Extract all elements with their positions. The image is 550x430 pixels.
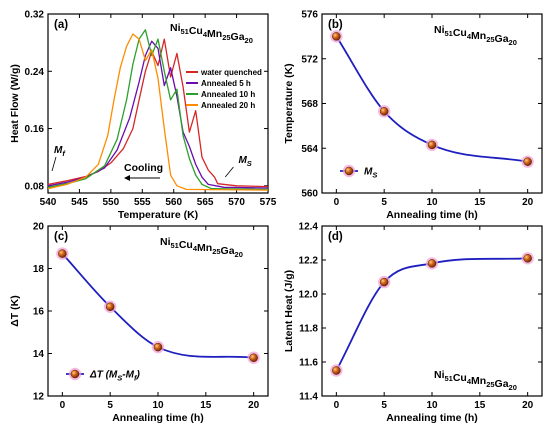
series-line-annealed-20-h — [48, 33, 268, 191]
panel-c-curve — [61, 253, 254, 359]
panel-b-ytick-label: 572 — [301, 54, 318, 65]
panel-b-xtick-label: 20 — [522, 197, 534, 208]
panel-c-point — [153, 342, 163, 352]
panel-b-ytick-label: 564 — [301, 144, 318, 155]
panel-d-label: (d) — [328, 231, 343, 243]
panel-b-xtick-label: 10 — [426, 197, 438, 208]
panel-a-xtick-label: 575 — [260, 197, 277, 208]
panel-c-xtick-label: 10 — [152, 400, 164, 411]
panel-a-xtick-label: 550 — [103, 197, 120, 208]
panel-d-ytick-label: 11.6 — [299, 358, 318, 369]
panel-d-ytick-label: 11.4 — [299, 392, 318, 403]
panel-b-ytick-label: 568 — [301, 99, 318, 110]
legend-entry: Annealed 20 h — [201, 101, 255, 110]
legend-entry: Annealed 5 h — [201, 79, 251, 88]
panel-c-xtick-label: 0 — [60, 400, 66, 411]
panel-a-frame — [47, 13, 269, 194]
panel-a-xtick-label: 540 — [40, 197, 57, 208]
panel-d-xtick-label: 15 — [474, 400, 486, 411]
panel-c-legend-marker — [70, 369, 80, 379]
annotation-mf: Mf — [54, 145, 66, 158]
panel-c-ylabel: ΔT (K) — [9, 295, 21, 326]
panel-a-ytick-label: 0.08 — [25, 181, 45, 192]
panel-c-point — [249, 353, 258, 362]
panel-a-xtick-label: 545 — [71, 197, 88, 208]
panel-b-xlabel: Annealing time (h) — [386, 209, 478, 221]
panel-b-legend-marker — [344, 166, 354, 176]
panel-b-point — [427, 140, 437, 150]
panel-c-xtick-label: 5 — [107, 400, 113, 411]
panel-a-label: (a) — [54, 19, 68, 31]
panel-d-ytick-label: 12.4 — [299, 222, 319, 233]
panel-a-ytick-label: 0.16 — [25, 124, 45, 135]
panel-d-xtick-label: 10 — [426, 400, 438, 411]
panel-d-xlabel: Annealing time (h) — [386, 412, 478, 424]
panel-c-ytick-label: 14 — [33, 349, 45, 360]
panel-c-ytick-label: 16 — [33, 307, 45, 318]
panel-c-xtick-label: 15 — [200, 400, 212, 411]
panel-b-point — [332, 32, 341, 41]
cooling-arrowhead — [124, 175, 130, 181]
panel-d-xtick-label: 0 — [334, 400, 340, 411]
annotation-ms-pointer — [224, 166, 234, 178]
panel-a-ylabel: Heat Flow (W/g) — [9, 64, 21, 143]
panel-b-xtick-label: 0 — [334, 197, 340, 208]
panel-d-point — [332, 366, 341, 375]
panel-b-formula: Ni51Cu4Mn25Ga20 — [434, 24, 517, 47]
series-line-annealed-10-h — [48, 29, 268, 191]
panel-d-curve — [335, 257, 528, 371]
panel-c-xtick-label: 20 — [248, 400, 260, 411]
panel-c-ytick-label: 12 — [33, 392, 45, 403]
panel-b-ylabel: Temperature (K) — [283, 63, 295, 143]
series-line-annealed-5-h — [48, 40, 268, 189]
panel-c-ytick-label: 20 — [33, 222, 45, 233]
panel-c-point — [105, 302, 115, 311]
panel-d-ytick-label: 12.0 — [299, 290, 319, 301]
panel-b-label: (b) — [328, 19, 343, 31]
panel-a-ytick-label: 0.24 — [25, 67, 45, 78]
panel-d-point — [427, 259, 437, 268]
panel-b-ytick-label: 576 — [301, 10, 318, 21]
panel-c-formula: Ni51Cu4Mn25Ga20 — [160, 236, 243, 259]
legend-entry: Annealed 10 h — [201, 90, 255, 99]
panel-c-point — [58, 249, 67, 258]
panel-d-formula: Ni51Cu4Mn25Ga20 — [434, 369, 517, 392]
panel-d-ytick-label: 12.2 — [299, 256, 319, 267]
panel-b-xtick-label: 15 — [474, 197, 486, 208]
panel-a-xtick-label: 560 — [165, 197, 182, 208]
panel-a-xtick-label: 555 — [134, 197, 151, 208]
annotation-ms: MS — [238, 155, 251, 168]
panel-a-xtick-label: 570 — [228, 197, 245, 208]
panel-b-ytick-label: 560 — [301, 189, 318, 200]
annotation-cooling: Cooling — [124, 162, 163, 174]
panel-b-point — [379, 107, 389, 116]
panel-b-legend-entry: MS — [364, 167, 377, 180]
panel-a-xlabel: Temperature (K) — [118, 209, 198, 221]
panel-d-xtick-label: 5 — [381, 400, 387, 411]
panel-c-legend-entry: ΔT (MS-Mf) — [89, 370, 140, 383]
panel-c-ytick-label: 18 — [33, 264, 45, 275]
panel-c-xlabel: Annealing time (h) — [112, 412, 204, 424]
annotation-mf-pointer — [51, 156, 57, 172]
panel-c-label: (c) — [54, 231, 68, 243]
panel-d-ytick-label: 11.8 — [299, 324, 318, 335]
panel-d-xtick-label: 20 — [522, 400, 534, 411]
panel-a-ytick-label: 0.32 — [25, 10, 45, 21]
panel-a-xtick-label: 565 — [197, 197, 214, 208]
panel-a-formula: Ni51Cu4Mn25Ga20 — [170, 22, 253, 45]
panel-b-xtick-label: 5 — [381, 197, 387, 208]
panel-d-frame — [321, 225, 543, 397]
panel-b-curve — [335, 35, 528, 163]
panel-d-ylabel: Latent Heat (J/g) — [283, 270, 295, 352]
panel-d-point — [379, 277, 389, 287]
legend-entry: water quenched — [200, 68, 262, 77]
panel-b-point — [523, 157, 532, 166]
panel-d-point — [523, 254, 532, 263]
